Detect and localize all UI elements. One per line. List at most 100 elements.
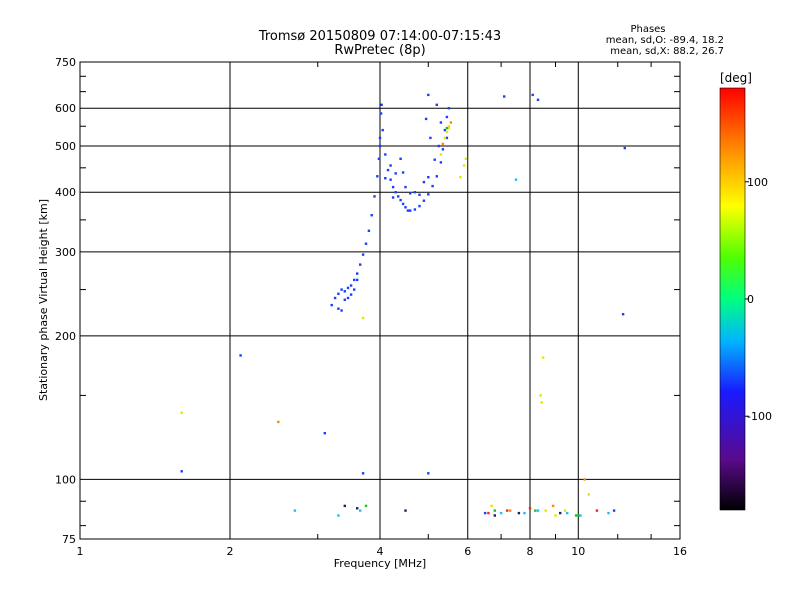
data-point: [433, 158, 436, 161]
data-point: [551, 504, 555, 508]
data-point: [544, 509, 547, 512]
data-point: [574, 514, 578, 517]
data-point: [536, 98, 540, 101]
data-point: [435, 103, 438, 106]
data-point: [534, 509, 537, 512]
x-tick-label: 8: [527, 545, 534, 558]
y-tick-label: 750: [55, 56, 76, 69]
y-tick-label: 500: [55, 140, 76, 153]
data-point: [413, 191, 417, 194]
data-point: [367, 229, 371, 232]
data-point: [399, 157, 402, 160]
data-point: [404, 185, 407, 189]
data-point: [349, 293, 353, 296]
data-point: [514, 178, 518, 181]
x-tick-label: 6: [464, 545, 471, 558]
data-point: [356, 507, 359, 510]
data-point: [490, 504, 493, 508]
data-point: [595, 509, 599, 512]
data-point: [389, 178, 392, 181]
x-tick-label: 16: [673, 545, 687, 558]
data-point: [180, 470, 183, 473]
data-point: [343, 298, 346, 301]
data-point: [239, 354, 242, 357]
data-point: [464, 157, 468, 160]
data-point: [493, 509, 496, 512]
data-point: [418, 204, 421, 208]
data-point: [583, 478, 586, 481]
data-point: [397, 195, 400, 198]
x-tick-label: 4: [377, 545, 384, 558]
data-point: [427, 193, 430, 196]
y-tick-label: 600: [55, 102, 76, 115]
data-point: [277, 420, 280, 424]
data-points: [180, 93, 626, 517]
data-point: [427, 472, 430, 475]
data-point: [447, 125, 451, 128]
colorbar-tick-label: 100: [747, 176, 768, 189]
data-point: [443, 136, 447, 140]
x-tick-label: 1: [77, 545, 84, 558]
data-point: [503, 95, 506, 98]
data-point: [413, 208, 417, 211]
data-point: [422, 180, 426, 184]
data-point: [462, 164, 466, 167]
data-point: [406, 209, 410, 212]
y-tick-label: 400: [55, 186, 76, 199]
data-point: [364, 504, 368, 508]
data-point: [361, 316, 365, 320]
data-point: [621, 313, 625, 316]
data-point: [376, 175, 379, 178]
data-point: [361, 253, 365, 256]
data-point: [401, 202, 405, 206]
data-point: [449, 121, 453, 124]
data-point: [587, 493, 590, 496]
data-point: [445, 115, 449, 119]
data-point: [431, 184, 434, 188]
data-point: [441, 148, 445, 151]
data-point: [554, 514, 557, 517]
y-tick-label: 75: [62, 533, 76, 546]
chart-subtitle: RwPretec (8p): [334, 43, 425, 58]
data-point: [536, 509, 540, 512]
data-point: [459, 176, 462, 179]
data-point: [379, 112, 383, 115]
colorbar-tick-label: 0: [747, 293, 754, 306]
data-point: [427, 176, 430, 179]
data-point: [378, 136, 382, 140]
data-point: [531, 93, 534, 97]
data-point: [566, 511, 569, 515]
data-point: [384, 177, 387, 180]
data-point: [343, 290, 346, 293]
data-point: [429, 136, 432, 140]
data-point: [439, 153, 443, 156]
y-tick-label: 300: [55, 246, 76, 259]
data-point: [427, 93, 430, 97]
data-point: [579, 514, 582, 517]
data-point: [404, 509, 407, 512]
data-point: [541, 356, 545, 359]
data-point: [394, 172, 397, 175]
plot-frame: [79, 61, 681, 540]
data-point: [356, 272, 359, 275]
data-point: [563, 509, 567, 512]
data-point: [340, 309, 343, 312]
data-point: [373, 195, 376, 198]
data-point: [439, 121, 443, 124]
data-point: [346, 286, 350, 290]
data-point: [349, 284, 353, 287]
phase-stats-title: Phases: [630, 24, 665, 35]
data-point: [293, 509, 297, 512]
data-point: [499, 511, 503, 515]
x-axis-label: Frequency [MHz]: [334, 557, 426, 570]
data-point: [330, 303, 333, 307]
x-tick-label: 2: [227, 545, 234, 558]
data-point: [445, 136, 449, 140]
data-point: [540, 401, 543, 404]
data-point: [377, 157, 381, 160]
data-point: [353, 288, 356, 291]
colorbar: [719, 87, 746, 511]
x-tick-label: 10: [571, 545, 585, 558]
